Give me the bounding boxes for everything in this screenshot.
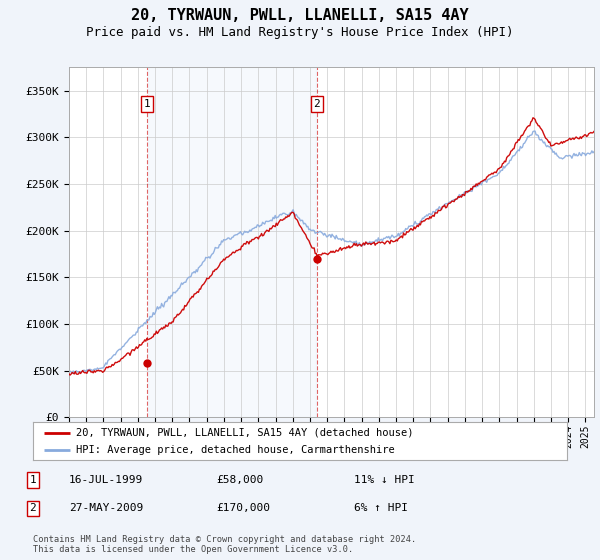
Text: 16-JUL-1999: 16-JUL-1999 [69,475,143,485]
Text: 1: 1 [144,99,151,109]
Text: £58,000: £58,000 [216,475,263,485]
Text: 20, TYRWAUN, PWLL, LLANELLI, SA15 4AY: 20, TYRWAUN, PWLL, LLANELLI, SA15 4AY [131,8,469,24]
Text: 6% ↑ HPI: 6% ↑ HPI [354,503,408,514]
Text: 27-MAY-2009: 27-MAY-2009 [69,503,143,514]
Text: £170,000: £170,000 [216,503,270,514]
Text: 20, TYRWAUN, PWLL, LLANELLI, SA15 4AY (detached house): 20, TYRWAUN, PWLL, LLANELLI, SA15 4AY (d… [76,427,413,437]
Text: Contains HM Land Registry data © Crown copyright and database right 2024.
This d: Contains HM Land Registry data © Crown c… [33,535,416,554]
Text: 11% ↓ HPI: 11% ↓ HPI [354,475,415,485]
Text: 2: 2 [313,99,320,109]
Text: 2: 2 [29,503,37,514]
Text: 1: 1 [29,475,37,485]
Text: Price paid vs. HM Land Registry's House Price Index (HPI): Price paid vs. HM Land Registry's House … [86,26,514,39]
Text: HPI: Average price, detached house, Carmarthenshire: HPI: Average price, detached house, Carm… [76,445,394,455]
